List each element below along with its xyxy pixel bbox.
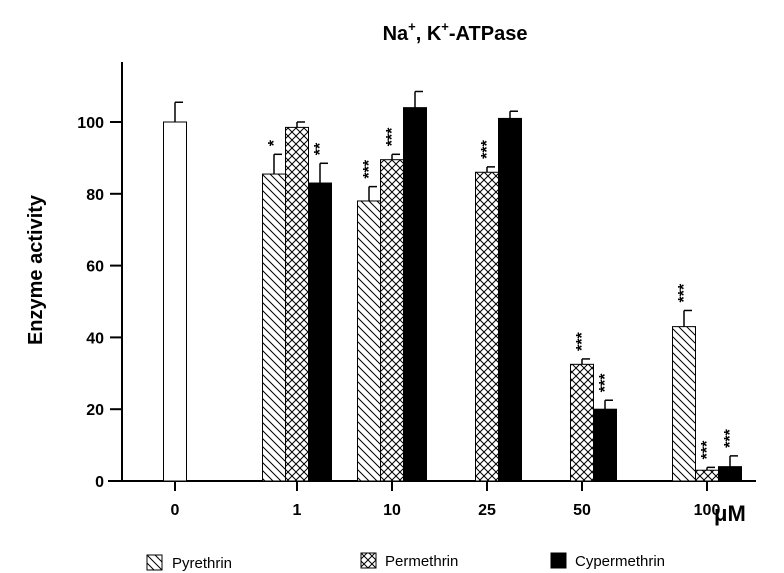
bar-cypermethrin — [718, 466, 742, 482]
bars-group — [163, 107, 742, 482]
significance-mark: *** — [597, 373, 614, 392]
x-tick-label: 1 — [293, 502, 302, 519]
y-axis-ticks: 0 20 40 60 80 100 — [77, 115, 122, 491]
significance-mark: * — [266, 139, 283, 146]
significance-mark: *** — [676, 283, 693, 302]
bar-cypermethrin — [593, 408, 617, 482]
bar-pyrethrin — [672, 326, 696, 482]
significance-mark: *** — [699, 440, 716, 459]
significance-mark: *** — [384, 127, 401, 146]
bar-permethrin — [695, 469, 719, 482]
x-axis-unit: μM — [714, 501, 746, 526]
legend-label-permethrin: Permethrin — [385, 553, 458, 570]
significance-mark: *** — [722, 428, 739, 447]
significance-mark: ** — [312, 142, 329, 155]
bar-permethrin — [570, 363, 594, 482]
legend-swatch-permethrin — [360, 552, 377, 569]
y-tick-label: 80 — [86, 187, 104, 204]
x-tick-label: 10 — [383, 502, 401, 519]
legend-swatch-cypermethrin — [550, 552, 567, 569]
legend-label-pyrethrin: Pyrethrin — [172, 555, 232, 572]
bar-pyrethrin — [262, 173, 286, 482]
y-tick-label: 40 — [86, 330, 104, 347]
significance-marks-group: *************************** — [266, 127, 739, 460]
legend-label-cypermethrin: Cypermethrin — [575, 553, 665, 570]
y-tick-label: 20 — [86, 402, 104, 419]
x-tick-label: 0 — [171, 502, 180, 519]
bar-permethrin — [285, 126, 309, 482]
significance-mark: *** — [574, 331, 591, 350]
x-tick-label: 100 — [694, 502, 721, 519]
legend: Pyrethrin Permethrin Cypermethrin — [146, 552, 665, 572]
chart-title: Na+, K+-ATPase — [383, 19, 528, 45]
legend-swatch-pyrethrin — [146, 554, 163, 571]
bar-permethrin — [475, 171, 499, 482]
y-tick-label: 100 — [77, 115, 104, 132]
bar-permethrin — [380, 159, 404, 482]
bar-cypermethrin — [308, 182, 332, 482]
x-axis-ticks: 0 1 10 25 50 100 — [171, 481, 721, 519]
error-bars-group — [174, 90, 738, 471]
bar-pyrethrin — [357, 200, 381, 482]
bar-cypermethrin — [403, 107, 427, 482]
x-tick-label: 50 — [573, 502, 591, 519]
bar-control — [163, 121, 187, 482]
bar-cypermethrin — [498, 117, 522, 482]
y-tick-label: 60 — [86, 259, 104, 276]
x-tick-label: 25 — [478, 502, 496, 519]
significance-mark: *** — [479, 139, 496, 158]
significance-mark: *** — [361, 159, 378, 178]
y-axis-label: Enzyme activity — [25, 194, 47, 345]
y-tick-label: 0 — [95, 474, 104, 491]
